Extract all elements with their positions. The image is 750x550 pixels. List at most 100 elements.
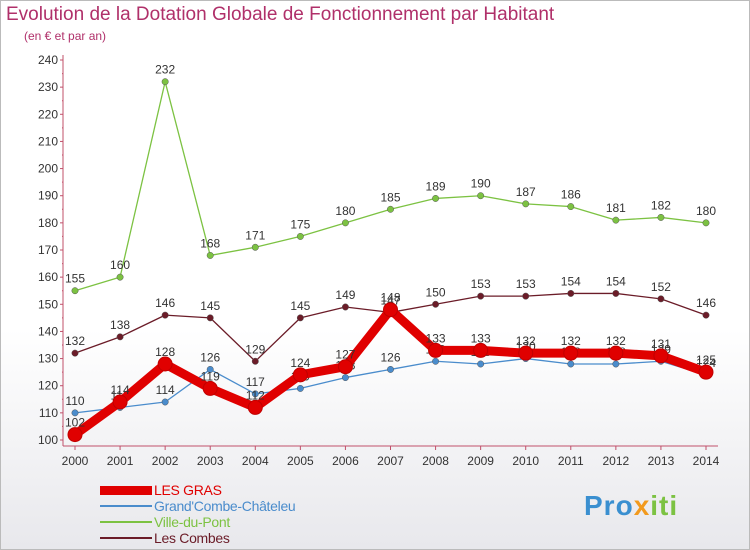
data-point bbox=[477, 360, 485, 368]
data-point bbox=[71, 409, 79, 417]
y-tick-label: 200 bbox=[38, 162, 58, 176]
data-point bbox=[251, 243, 259, 251]
x-tick-label: 2006 bbox=[332, 454, 359, 468]
y-tick-label: 180 bbox=[38, 216, 58, 230]
y-tick-label: 220 bbox=[38, 107, 58, 121]
data-point bbox=[612, 289, 620, 297]
y-tick-label: 140 bbox=[38, 324, 58, 338]
data-label: 117 bbox=[246, 375, 265, 389]
data-label: 114 bbox=[156, 383, 175, 397]
data-point bbox=[653, 348, 669, 364]
data-label: 119 bbox=[201, 369, 220, 383]
data-label: 146 bbox=[155, 296, 175, 310]
data-point bbox=[292, 367, 308, 383]
y-tick-label: 210 bbox=[38, 134, 58, 148]
data-point bbox=[161, 78, 169, 86]
legend-label: Les Combes bbox=[154, 530, 230, 546]
data-label: 180 bbox=[696, 204, 716, 218]
data-label: 145 bbox=[200, 299, 220, 313]
x-tick-label: 2005 bbox=[287, 454, 314, 468]
legend-swatch bbox=[100, 486, 152, 495]
data-point bbox=[341, 219, 349, 227]
data-point bbox=[206, 251, 214, 259]
data-label: 182 bbox=[651, 198, 671, 212]
data-point bbox=[206, 314, 214, 322]
x-tick-label: 2012 bbox=[603, 454, 630, 468]
data-label: 186 bbox=[561, 188, 581, 202]
chart-subtitle: (en € et par an) bbox=[24, 29, 107, 43]
data-point bbox=[698, 364, 714, 380]
data-point bbox=[251, 357, 259, 365]
y-tick-label: 170 bbox=[38, 243, 58, 257]
data-label: 124 bbox=[290, 356, 310, 370]
data-point bbox=[567, 203, 575, 211]
data-label: 154 bbox=[606, 274, 626, 288]
data-label: 160 bbox=[110, 258, 130, 272]
data-label: 133 bbox=[426, 331, 446, 345]
data-point bbox=[71, 287, 79, 295]
series-line bbox=[74, 81, 707, 292]
data-label: 133 bbox=[471, 331, 491, 345]
data-label: 126 bbox=[200, 350, 220, 364]
data-label: 148 bbox=[380, 291, 400, 305]
data-label: 132 bbox=[65, 334, 85, 348]
data-label: 132 bbox=[561, 334, 581, 348]
legend-label: Ville-du-Pont bbox=[154, 514, 230, 530]
x-tick-label: 2007 bbox=[377, 454, 404, 468]
data-label: 149 bbox=[335, 288, 355, 302]
legend-swatch bbox=[100, 505, 152, 507]
data-label: 138 bbox=[110, 318, 130, 332]
data-point bbox=[432, 357, 440, 365]
data-point bbox=[432, 194, 440, 202]
data-point bbox=[608, 345, 624, 361]
data-point bbox=[518, 345, 534, 361]
data-label: 154 bbox=[561, 274, 581, 288]
data-label: 180 bbox=[335, 204, 355, 218]
data-label: 168 bbox=[200, 236, 220, 250]
data-point bbox=[341, 374, 349, 382]
data-label: 190 bbox=[471, 177, 491, 191]
data-label: 128 bbox=[155, 345, 175, 359]
x-tick-label: 2013 bbox=[648, 454, 675, 468]
x-tick-label: 2000 bbox=[62, 454, 89, 468]
data-point bbox=[612, 360, 620, 368]
data-label: 189 bbox=[426, 179, 446, 193]
data-label: 145 bbox=[290, 299, 310, 313]
data-label: 132 bbox=[606, 334, 626, 348]
data-point bbox=[563, 345, 579, 361]
data-point bbox=[67, 427, 83, 443]
data-label: 127 bbox=[335, 348, 355, 362]
data-point bbox=[116, 273, 124, 281]
data-point bbox=[702, 219, 710, 227]
data-label: 185 bbox=[380, 190, 400, 204]
x-tick-label: 2010 bbox=[512, 454, 539, 468]
data-label: 181 bbox=[606, 201, 626, 215]
data-point bbox=[112, 394, 128, 410]
y-tick-label: 120 bbox=[38, 379, 58, 393]
data-label: 152 bbox=[651, 280, 671, 294]
data-point bbox=[522, 200, 530, 208]
data-point bbox=[202, 380, 218, 396]
data-label: 125 bbox=[696, 353, 716, 367]
data-label: 102 bbox=[65, 416, 85, 430]
data-point bbox=[387, 205, 394, 213]
data-point bbox=[612, 216, 620, 224]
data-point bbox=[251, 390, 259, 398]
data-point bbox=[432, 300, 440, 308]
x-tick-label: 2008 bbox=[422, 454, 449, 468]
y-tick-label: 160 bbox=[38, 270, 58, 284]
data-label: 153 bbox=[516, 277, 536, 291]
data-label: 153 bbox=[471, 277, 491, 291]
data-label: 232 bbox=[155, 63, 175, 77]
data-point bbox=[522, 292, 530, 300]
data-point bbox=[477, 292, 485, 300]
proxiti-logo: Proxiti bbox=[584, 490, 679, 521]
data-label: 126 bbox=[380, 350, 400, 364]
x-tick-label: 2002 bbox=[152, 454, 179, 468]
data-point bbox=[383, 302, 398, 318]
data-label: 131 bbox=[651, 337, 671, 351]
data-point bbox=[473, 342, 489, 358]
data-point bbox=[161, 311, 169, 319]
data-point bbox=[428, 342, 444, 358]
